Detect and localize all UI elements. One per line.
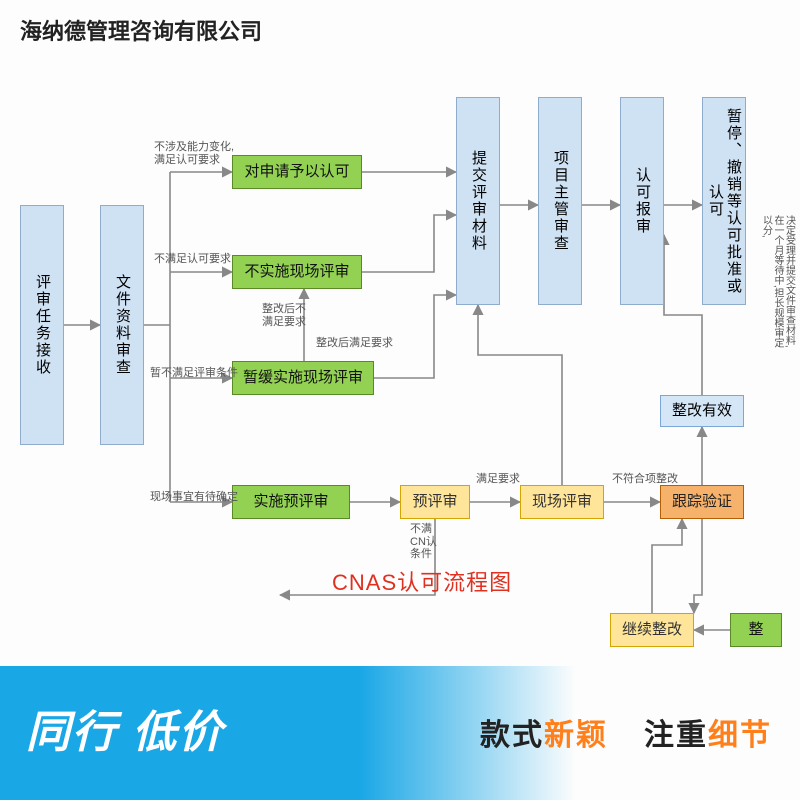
flow-node-n14: 暂停、撤销等认可批准或认可 [702,97,746,305]
flow-node-n9: 跟踪验证 [660,485,744,519]
flow-node-n13: 认可报审 [620,97,664,305]
flowchart-canvas: 评审任务接收文件资料审查 对申请予以认可不实施现场评审暂缓实施现场评审实施预评审 预… [0,55,800,695]
flow-node-n3: 对申请予以认可 [232,155,362,189]
flow-node-n15: 继续整改 [610,613,694,647]
edge-label-l3: 暂不满足评审条件 [150,367,238,380]
edge-15 [664,235,702,395]
flow-node-n2: 文件资料审查 [100,205,144,445]
company-watermark: 海纳德管理咨询有限公司 [20,14,262,46]
promo-headline: 同行 低价 [26,708,224,759]
edge-label-l2: 不满足认可要求 [154,253,231,266]
flow-node-n11: 提交评审材料 [456,97,500,305]
flow-node-n8: 现场评审 [520,485,604,519]
edge-23 [652,519,682,613]
promo-tag-1: 款式新颖 [480,710,608,754]
edge-label-l9: 不符合项整改 [612,473,678,486]
edge-label-l7: 不满 CN认 条件 [410,523,437,561]
flow-node-n16: 整 [730,613,782,647]
promo-tags: 款式新颖 注重细节 [480,710,772,754]
promo-tag-2: 注重细节 [644,710,772,754]
edge-label-l1: 不涉及能力变化, 满足认可要求 [154,141,234,166]
flow-node-n5: 暂缓实施现场评审 [232,361,374,395]
edge-label-l5: 整改后不 满足要求 [262,303,306,328]
edge-label-l6: 整改后满足要求 [316,337,393,350]
edge-22 [694,519,702,613]
flow-node-n6: 实施预评审 [232,485,350,519]
edge-label-l4: 现场事宜有待确定 [150,491,238,504]
flow-node-n10: 整改有效 [660,395,744,427]
flow-node-n1: 评审任务接收 [20,205,64,445]
edge-16 [478,305,562,485]
edge-label-l8: 满足要求 [476,473,520,486]
flow-node-n7: 预评审 [400,485,470,519]
diagram-title: CNAS认可流程图 [332,565,512,597]
flow-node-n12: 项目主管审查 [538,97,582,305]
edge-label-l10: 决定受理并提交文件审查材料, 在一个月等待中,担长规模审定 以分, [760,215,795,475]
flow-node-n4: 不实施现场评审 [232,255,362,289]
edge-8 [362,215,456,272]
